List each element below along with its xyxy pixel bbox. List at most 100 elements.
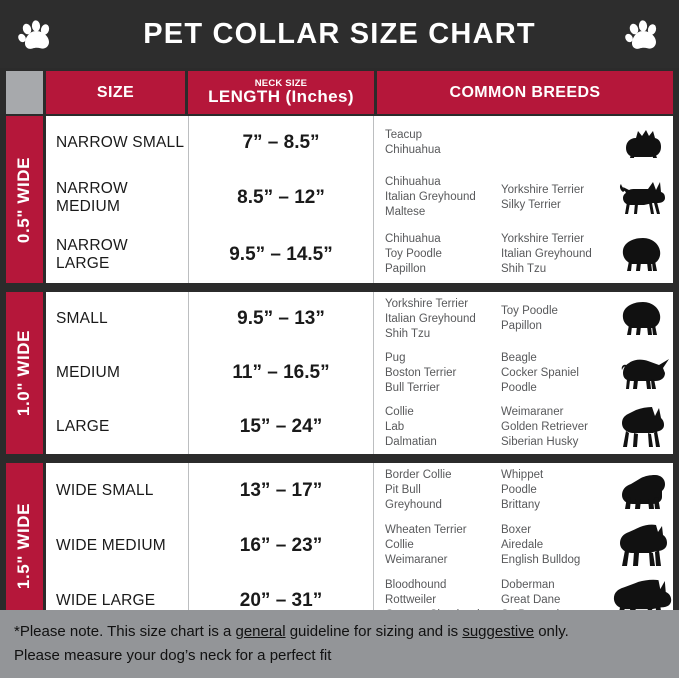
breed-item: Wheaten Terrier — [385, 524, 467, 536]
breed-list-secondary: Boxer Airedale English Bulldog — [501, 523, 613, 568]
footer-line-2: Please measure your dog’s neck for a per… — [14, 647, 332, 664]
page-title: PET COLLAR SIZE CHART — [143, 17, 536, 50]
breed-item: Weimaraner — [501, 405, 564, 418]
breed-list-secondary: Yorkshire Terrier Italian Greyhound Shih T… — [501, 232, 613, 277]
cell-common-breeds: Border Collie Pit Bull Greyhound Whippet Poo… — [377, 463, 673, 518]
breed-item: Italian Greyhound — [385, 191, 476, 203]
table-row: NARROW MEDIUM 8.5” – 12” Chihuahua Italian … — [46, 169, 673, 228]
cell-common-breeds: Yorkshire Terrier Italian Greyhound Shih T… — [377, 292, 673, 346]
width-group-label-1: 0.5" WIDE — [6, 116, 43, 283]
breed-list-secondary: Yorkshire Terrier Silky Terrier — [501, 183, 613, 213]
width-group-label-text: 0.5" WIDE — [14, 156, 34, 243]
breed-item: Yorkshire Terrier — [501, 183, 585, 196]
breed-item: Airedale — [501, 539, 544, 551]
pomeranian-silhouette — [613, 235, 673, 275]
header-corner-cell — [6, 71, 43, 114]
cell-neck-length: 16” – 23” — [188, 518, 374, 573]
width-group-label-3: 1.5" WIDE — [6, 463, 43, 628]
footer-emphasis-suggestive: suggestive — [462, 623, 535, 640]
breed-item: Great Dane — [501, 594, 561, 606]
cell-neck-length: 13” – 17” — [188, 463, 374, 518]
breed-item: Golden Retriever — [501, 420, 588, 433]
table-row: NARROW SMALL 7” – 8.5” Teacup Chihuahua — [46, 116, 673, 171]
paw-print-icon — [625, 20, 657, 49]
breed-item: Toy Poodle — [501, 305, 558, 317]
footer-text-b: guideline for sizing and is — [285, 623, 463, 640]
footer-emphasis-general: general — [235, 623, 286, 640]
breed-list-primary: Teacup Chihuahua — [377, 128, 501, 158]
cell-neck-length: 7” – 8.5” — [188, 116, 374, 169]
breed-list-primary: Chihuahua Italian Greyhound Maltese — [377, 175, 501, 220]
cell-size-name: SMALL — [56, 310, 108, 327]
breed-item: Pit Bull — [385, 484, 421, 496]
cell-size-name: WIDE LARGE — [56, 591, 156, 609]
breed-item: English Bulldog — [501, 554, 581, 566]
cell-neck-length: 9.5” – 14.5” — [188, 226, 374, 283]
footer-text-a: *Please note. This size chart is a — [14, 623, 236, 640]
beagle-silhouette — [613, 355, 673, 391]
cell-neck-length: 9.5” – 13” — [188, 292, 374, 346]
column-header-length: NECK SIZE LENGTH (Inches) — [188, 71, 374, 114]
breed-item: Toy Poodle — [385, 248, 442, 260]
breed-list-secondary: Toy Poodle Papillon — [501, 304, 613, 334]
breed-list-primary: Wheaten Terrier Collie Weimaraner — [377, 523, 501, 568]
paw-print-icon — [18, 20, 50, 49]
breed-item: Papillon — [501, 320, 542, 332]
breed-list-primary: Collie Lab Dalmatian — [377, 405, 501, 450]
breed-item: Doberman — [501, 579, 555, 591]
cell-neck-length: 11” – 16.5” — [188, 346, 374, 400]
cell-common-breeds: Teacup Chihuahua — [377, 116, 673, 169]
breed-item: Chihuahua — [385, 143, 441, 156]
shepherd-silhouette — [613, 405, 673, 449]
breed-item: Bloodhound — [385, 579, 447, 591]
footer-text-c: only. — [534, 623, 569, 640]
breed-item: Chihuahua — [385, 233, 441, 245]
breed-item: Lab — [385, 420, 405, 433]
cell-common-breeds: Wheaten Terrier Collie Weimaraner Boxer Aire… — [377, 518, 673, 573]
column-header-size: SIZE — [46, 71, 185, 114]
breed-item: Italian Greyhound — [385, 312, 476, 325]
breed-item: Siberian Husky — [501, 435, 579, 448]
table-row: WIDE SMALL 13” – 17” Border Collie Pit Bull… — [46, 463, 673, 520]
bulldog-silhouette — [613, 473, 673, 509]
breed-item: Cocker Spaniel — [501, 366, 579, 379]
breed-item: Rottweiler — [385, 594, 437, 606]
cell-common-breeds: Pug Boston Terrier Bull Terrier Beagle Cocke… — [377, 346, 673, 400]
breed-item: Collie — [385, 405, 414, 418]
width-group-label-text: 1.5" WIDE — [14, 502, 34, 589]
breed-item: Greyhound — [385, 499, 442, 511]
breed-item: Silky Terrier — [501, 198, 561, 211]
breed-list-secondary: Weimaraner Golden Retriever Siberian Husky — [501, 405, 613, 450]
width-group-label-text: 1.0" WIDE — [14, 329, 34, 417]
breed-item: Italian Greyhound — [501, 248, 592, 260]
cell-size-name: LARGE — [56, 418, 110, 435]
breed-list-secondary: Beagle Cocker Spaniel Poodle — [501, 351, 613, 396]
cell-size-name: WIDE MEDIUM — [56, 536, 166, 554]
breed-item: Boston Terrier — [385, 366, 457, 379]
table-row: WIDE MEDIUM 16” – 23” Wheaten Terrier Colli… — [46, 518, 673, 575]
cell-neck-length: 20” – 31” — [188, 573, 374, 628]
cell-neck-length: 8.5” – 12” — [188, 169, 374, 226]
breed-item: Collie — [385, 539, 414, 551]
cell-size-name: NARROW SMALL — [56, 133, 185, 151]
breed-item: Bull Terrier — [385, 381, 440, 394]
table-header-row: SIZE NECK SIZE LENGTH (Inches) COMMON BR… — [0, 68, 679, 116]
breed-list-primary: Yorkshire Terrier Italian Greyhound Shih T… — [377, 297, 501, 342]
breed-item: Maltese — [385, 206, 426, 218]
breed-item: Boxer — [501, 524, 532, 536]
column-header-breeds: COMMON BREEDS — [377, 71, 673, 114]
group-separator — [0, 454, 679, 463]
breed-item: Yorkshire Terrier — [501, 233, 585, 245]
breed-item: Beagle — [501, 351, 537, 364]
breed-list-primary: Chihuahua Toy Poodle Papillon — [377, 232, 501, 277]
cell-size-name: WIDE SMALL — [56, 481, 154, 499]
breed-item: Border Collie — [385, 469, 452, 481]
column-header-length-superlabel: NECK SIZE — [254, 78, 308, 89]
cell-size-name: NARROW LARGE — [56, 236, 128, 272]
cell-neck-length: 15” – 24” — [188, 400, 374, 454]
table-row: NARROW LARGE 9.5” – 14.5” Chihuahua Toy Poo… — [46, 226, 673, 283]
footer-line-1: *Please note. This size chart is a gener… — [14, 621, 663, 642]
breed-list-primary: Pug Boston Terrier Bull Terrier — [377, 351, 501, 396]
cell-size-name: NARROW MEDIUM — [56, 179, 128, 215]
